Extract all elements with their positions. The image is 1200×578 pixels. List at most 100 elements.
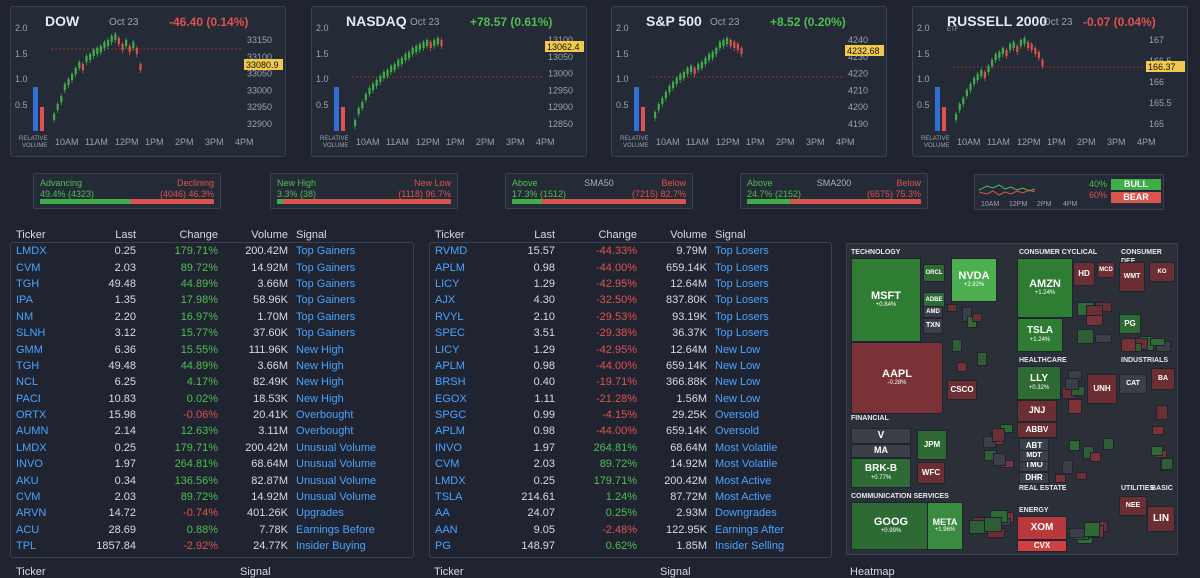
table-row[interactable]: TSLA 214.61 1.24% 87.72M Most Active	[431, 489, 829, 505]
heatmap-tile[interactable]: DHR	[1019, 472, 1049, 484]
ticker-link[interactable]: SPEC	[435, 327, 465, 340]
heatmap-tile[interactable]: META +1.96%	[927, 502, 963, 550]
table-row[interactable]: PACI 10.83 0.02% 18.53K New High	[12, 391, 410, 407]
ticker-link[interactable]: TPL	[16, 540, 37, 553]
signal-link[interactable]: New High	[296, 376, 344, 389]
col-volume[interactable]: Volume	[670, 228, 707, 241]
table-row[interactable]: AJX 4.30 -32.50% 837.80K Top Losers	[431, 292, 829, 308]
index-name[interactable]: NASDAQ	[346, 13, 407, 29]
index-chart-panel[interactable]: S&P 500 Oct 23 +8.52 (0.20%) 2.0 1.5 1.0 0.5 RE…	[611, 6, 887, 157]
table-row[interactable]: SLNH 3.12 15.77% 37.60K Top Gainers	[12, 325, 410, 341]
heatmap-tile[interactable]: ORCL	[923, 264, 945, 282]
col-signal[interactable]: Signal	[715, 228, 746, 241]
heatmap-tile[interactable]: AMD	[923, 306, 943, 318]
heatmap-tile[interactable]: XOM	[1017, 516, 1067, 540]
heatmap-cell[interactable]	[977, 352, 987, 366]
signal-link[interactable]: Top Losers	[715, 261, 769, 274]
table-row[interactable]: LMDX 0.25 179.71% 200.42M Most Active	[431, 472, 829, 488]
table-row[interactable]: SPEC 3.51 -29.38% 36.37K Top Losers	[431, 325, 829, 341]
ticker-link[interactable]: APLM	[435, 359, 465, 372]
ticker-link[interactable]: LICY	[435, 343, 460, 356]
ticker-link[interactable]: CVM	[16, 261, 41, 274]
ticker-link[interactable]: APLM	[435, 261, 465, 274]
signal-link[interactable]: Upgrades	[296, 507, 344, 520]
index-chart-panel[interactable]: NASDAQ Oct 23 +78.57 (0.61%) 2.0 1.5 1.0 0.5 RE…	[311, 6, 587, 157]
table-row[interactable]: IPA 1.35 17.98% 58.96K Top Gainers	[12, 292, 410, 308]
heatmap-tile[interactable]: PG	[1119, 314, 1141, 334]
heatmap-tile[interactable]: TSLA +1.24%	[1017, 318, 1063, 352]
signal-link[interactable]: Overbought	[296, 409, 354, 422]
heatmap-tile[interactable]: NVDA +2.92%	[951, 258, 997, 302]
ticker-link[interactable]: AAN	[435, 523, 458, 536]
col-change[interactable]: Change	[179, 228, 218, 241]
heatmap-tile[interactable]: UNH	[1087, 374, 1117, 404]
heatmap-tile[interactable]: AAPL -0.28%	[851, 342, 943, 414]
heatmap-tile[interactable]: V	[851, 428, 911, 444]
heatmap-cell[interactable]	[1121, 338, 1136, 352]
table-row[interactable]: EGOX 1.11 -21.28% 1.56M New Low	[431, 391, 829, 407]
signal-link[interactable]: Insider Buying	[296, 540, 366, 553]
heatmap-cell[interactable]	[993, 453, 1006, 466]
signal-link[interactable]: Earnings After	[715, 523, 785, 536]
heatmap-cell[interactable]	[947, 304, 957, 312]
heatmap-tile[interactable]: ADBE	[923, 292, 945, 308]
table-row[interactable]: AKU 0.34 136.56% 82.87M Unusual Volume	[12, 472, 410, 488]
intraday-candle-chart[interactable]: 2.01.51.00.5RELATIVEVOLUME167166.5166165…	[913, 7, 1189, 158]
ticker-link[interactable]: LMDX	[16, 441, 47, 454]
table-row[interactable]: TPL 1857.84 -2.92% 24.77K Insider Buying	[12, 538, 410, 554]
heatmap-cell[interactable]	[1055, 474, 1066, 483]
signal-link[interactable]: Top Losers	[715, 277, 769, 290]
signal-link[interactable]: Oversold	[715, 425, 760, 438]
ticker-link[interactable]: AUMN	[16, 425, 49, 438]
col-last[interactable]: Last	[534, 228, 555, 241]
heatmap-cell[interactable]	[1065, 378, 1079, 390]
signal-link[interactable]: Overbought	[296, 425, 354, 438]
index-chart-panel[interactable]: DOW Oct 23 -46.40 (0.14%) 2.0 1.5 1.0 0.5 RELAT…	[10, 6, 286, 157]
table-row[interactable]: ORTX 15.98 -0.06% 20.41K Overbought	[12, 407, 410, 423]
table-row[interactable]: NM 2.20 16.97% 1.70M Top Gainers	[12, 309, 410, 325]
table-row[interactable]: APLM 0.98 -44.00% 659.14K Top Losers	[431, 259, 829, 275]
ticker-link[interactable]: TSLA	[435, 491, 463, 504]
table-row[interactable]: LICY 1.29 -42.95% 12.64M Top Losers	[431, 276, 829, 292]
table-row[interactable]: RVMD 15.57 -44.33% 9.79M Top Losers	[431, 243, 829, 259]
signal-link[interactable]: New High	[296, 343, 344, 356]
signal-link[interactable]: Insider Selling	[715, 540, 785, 553]
table-row[interactable]: SPGC 0.99 -4.15% 29.25K Oversold	[431, 407, 829, 423]
ticker-link[interactable]: CVM	[435, 458, 460, 471]
heatmap-cell[interactable]	[1084, 522, 1100, 537]
signal-link[interactable]: New Low	[715, 392, 761, 405]
signal-link[interactable]: Top Losers	[715, 245, 769, 258]
signal-link[interactable]: Top Gainers	[296, 294, 356, 307]
table-row[interactable]: APLM 0.98 -44.00% 659.14K Oversold	[431, 423, 829, 439]
ticker-link[interactable]: AKU	[16, 474, 39, 487]
heatmap-cell[interactable]	[992, 428, 1005, 442]
table-row[interactable]: LMDX 0.25 179.71% 200.42M Unusual Volume	[12, 440, 410, 456]
heatmap-tile[interactable]: TXN	[923, 318, 943, 334]
ticker-link[interactable]: GMM	[16, 343, 43, 356]
ticker-link[interactable]: ORTX	[16, 409, 47, 422]
heatmap-cell[interactable]	[1152, 426, 1164, 435]
heatmap-cell[interactable]	[1086, 305, 1103, 316]
ticker-link[interactable]: TGH	[16, 277, 40, 290]
heatmap-cell[interactable]	[1150, 338, 1165, 346]
ticker-link[interactable]: BRSH	[435, 376, 466, 389]
heatmap-cell[interactable]	[1062, 460, 1073, 474]
ticker-link[interactable]: CVM	[16, 491, 41, 504]
signal-link[interactable]: Oversold	[715, 409, 760, 422]
ticker-link[interactable]: APLM	[435, 425, 465, 438]
heatmap-cell[interactable]	[1069, 528, 1085, 538]
ticker-link[interactable]: SLNH	[16, 327, 46, 340]
ticker-link[interactable]: AA	[435, 507, 450, 520]
heatmap-tile[interactable]: MSFT +0.84%	[851, 258, 921, 342]
signal-link[interactable]: Top Gainers	[296, 277, 356, 290]
col-volume[interactable]: Volume	[251, 228, 288, 241]
heatmap-cell[interactable]	[1156, 405, 1168, 420]
ticker-link[interactable]: INVO	[435, 441, 462, 454]
col-ticker[interactable]: Ticker	[16, 228, 46, 241]
signal-link[interactable]: Unusual Volume	[296, 441, 377, 454]
heatmap-tile[interactable]: KO	[1149, 262, 1175, 282]
heatmap-tile[interactable]: CAT	[1119, 374, 1147, 394]
signal-link[interactable]: Most Active	[715, 491, 772, 504]
heatmap-cell[interactable]	[1068, 399, 1082, 414]
